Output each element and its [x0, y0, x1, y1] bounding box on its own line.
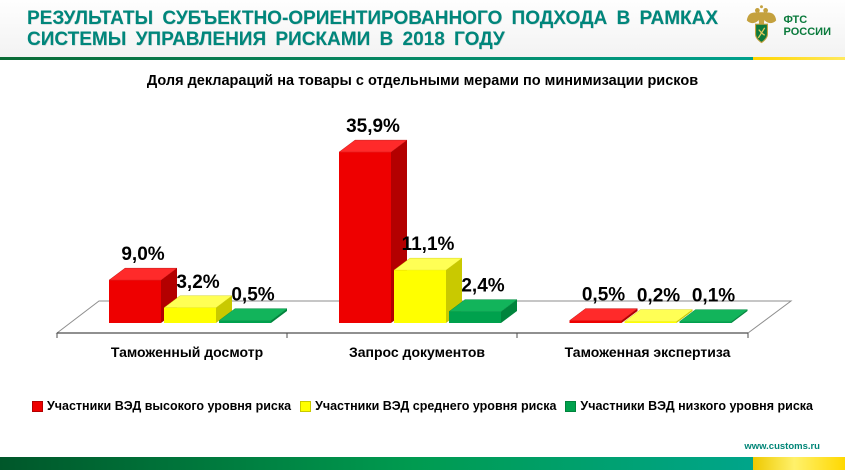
bar-front-face	[164, 307, 216, 323]
legend-item-high-risk: Участники ВЭД высокого уровня риска	[32, 399, 291, 413]
website-label: www.customs.ru	[744, 441, 820, 452]
legend-swatch-low-risk	[565, 400, 577, 412]
bar-front-face	[624, 321, 677, 323]
bar-value-label: 0,1%	[692, 286, 735, 307]
legend-swatch-high-risk	[32, 400, 43, 412]
fts-logo-text-line2: РОССИИ	[783, 26, 831, 38]
category-label: Таможенный досмотр	[111, 344, 263, 360]
bar-value-label: 2,4%	[461, 276, 504, 297]
bar-value-label: 0,2%	[637, 286, 680, 307]
legend-label-medium-risk: Участники ВЭД среднего уровня риска	[315, 399, 557, 413]
bar-value-label: 9,0%	[121, 244, 164, 265]
footer-bar	[0, 457, 845, 470]
header-divider-yellow	[753, 57, 845, 60]
chart-legend: Участники ВЭД высокого уровня риска Учас…	[0, 399, 845, 413]
footer-bar-yellow	[753, 457, 845, 470]
legend-label-high-risk: Участники ВЭД высокого уровня риска	[47, 399, 292, 413]
bar-value-label: 35,9%	[346, 116, 400, 137]
bar-side-face	[501, 299, 517, 323]
bar-value-label: 11,1%	[402, 234, 455, 255]
chart-title: Доля деклараций на товары с отдельными м…	[146, 73, 699, 89]
bar-front-face	[339, 152, 391, 323]
bar-front-face	[449, 311, 501, 323]
category-label: Запрос документов	[349, 344, 485, 360]
legend-item-medium-risk: Участники ВЭД среднего уровня риска	[300, 399, 556, 413]
bar-front-face	[569, 320, 622, 323]
legend-swatch-medium-risk	[300, 400, 312, 412]
bar-front-face	[109, 280, 161, 323]
bar-value-label: 0,5%	[582, 285, 625, 306]
legend-label-low-risk: Участники ВЭД низкого уровня риска	[580, 399, 813, 413]
chart-canvas: 9,0% 3,2% 0,5% Таможенный досмотр 35,9% 11,1%…	[55, 116, 793, 360]
fts-logo-text-line1: ФТС	[783, 14, 808, 26]
bar-value-label: 0,5%	[231, 285, 274, 306]
bar-side-face	[216, 295, 232, 323]
page-title-line1: РЕЗУЛЬТАТЫ СУБЪЕКТНО-ОРИЕНТИРОВАННОГО ПО…	[27, 8, 719, 29]
fts-eagle-emblem-icon	[746, 5, 776, 44]
header-divider-green	[0, 57, 753, 60]
slide-header: РЕЗУЛЬТАТЫ СУБЪЕКТНО-ОРИЕНТИРОВАННОГО ПО…	[0, 0, 845, 57]
fts-logo: ФТС РОССИИ	[745, 4, 831, 48]
bar-side-face	[676, 309, 693, 323]
footer-bar-green	[0, 457, 753, 470]
page-title: РЕЗУЛЬТАТЫ СУБЪЕКТНО-ОРИЕНТИРОВАННОГО ПО…	[27, 8, 718, 50]
category-label: Таможенная экспертиза	[565, 344, 731, 360]
bar-side-face	[731, 309, 748, 323]
bar-front-face	[219, 320, 271, 323]
bar-front-face	[679, 321, 732, 323]
bar-side-face	[621, 308, 638, 323]
page-title-line2: СИСТЕМЫ УПРАВЛЕНИЯ РИСКАМИ В 2018 ГОДУ	[27, 29, 505, 50]
bar-side-face	[271, 308, 287, 323]
fts-logo-text: ФТС РОССИИ	[784, 14, 831, 38]
bar-value-label: 3,2%	[176, 272, 219, 293]
header-divider	[0, 57, 845, 60]
bar-front-face	[394, 270, 446, 323]
legend-item-low-risk: Участники ВЭД низкого уровня риска	[565, 399, 813, 413]
